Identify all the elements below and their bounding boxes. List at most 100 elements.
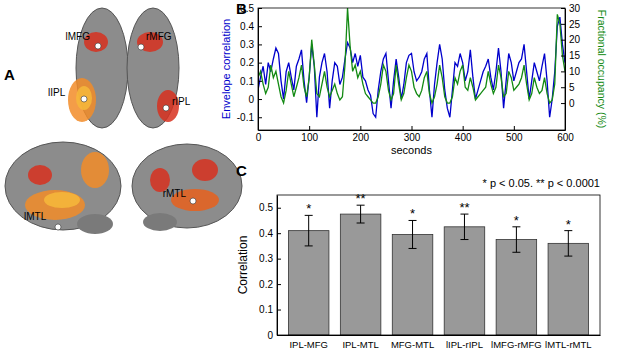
activation-blob	[81, 152, 109, 188]
significance-mark: *	[566, 217, 571, 232]
error-bar-stem	[568, 231, 569, 256]
tick: lIPL-rIPL	[446, 339, 483, 350]
tick-mark	[463, 126, 464, 130]
tick-label: 0.1	[240, 76, 254, 87]
error-bar-stem	[412, 220, 413, 248]
tick-label: 400	[455, 132, 472, 143]
tick-mark	[277, 284, 281, 285]
tick-label: 30	[569, 3, 581, 14]
activation-blob	[192, 159, 218, 181]
tick-label: 10	[569, 66, 581, 77]
tick-mark	[561, 87, 565, 88]
axis-line	[259, 130, 566, 131]
axis-line	[278, 335, 601, 336]
region-dot	[138, 44, 144, 50]
error-bar	[409, 220, 417, 248]
tick-label: 0.2	[240, 57, 254, 68]
brain-outline	[127, 8, 179, 128]
error-bar	[512, 227, 520, 252]
tick: 30	[561, 3, 581, 14]
tick-mark	[514, 126, 515, 130]
axis: 00.10.20.30.40.5	[259, 196, 281, 341]
tick-mark	[277, 259, 281, 260]
significance-mark: **	[459, 200, 469, 215]
axis: 0 5 10 15 20 25 30	[561, 3, 581, 131]
tick-label: 0.3	[240, 39, 254, 50]
tick-label: -0.1	[237, 112, 255, 123]
error-bar	[564, 231, 572, 256]
tick: 0.1	[259, 304, 281, 315]
tick-label: 25	[569, 19, 581, 30]
tick-label: 0.4	[259, 228, 273, 239]
tick-label: 200	[352, 132, 369, 143]
tick-label: 600	[557, 132, 574, 143]
region-label: lMTL	[24, 211, 47, 222]
tick-mark	[561, 103, 565, 104]
tick-mark	[561, 24, 565, 25]
tick: 0.3	[240, 39, 262, 50]
panel-label: A	[4, 66, 15, 83]
tick-label: 0.4	[240, 21, 254, 32]
axis-title: Fractional occupancy (%)	[596, 10, 608, 128]
plot-area	[288, 205, 588, 335]
bar	[288, 231, 329, 335]
axis-line	[565, 9, 566, 131]
tick: 400	[455, 126, 472, 143]
region-label: lIPL	[48, 87, 66, 98]
tick-label: IPL-MTL	[342, 339, 378, 350]
tick-label: 15	[569, 50, 581, 61]
bar	[392, 234, 433, 335]
chart-b: B0100200300400500600-0.100.10.20.30.40.5…	[220, 0, 608, 156]
panel-label: C	[236, 162, 247, 179]
plot-frame	[258, 8, 565, 130]
activation-blob	[28, 165, 52, 185]
significance-mark: *	[306, 201, 311, 216]
region-dot	[55, 224, 61, 230]
tick-label: 20	[569, 34, 581, 45]
tick: 5	[561, 82, 575, 93]
axis-title: Correlation	[236, 236, 250, 295]
tick-label: 0	[267, 330, 273, 341]
tick-mark	[258, 8, 262, 9]
error-bar-cap	[409, 248, 417, 249]
figure: AlMFGrMFGlIPLrIPLlMTLrMTLB01002003004005…	[0, 0, 617, 364]
tick: 500	[506, 126, 523, 143]
tick: IPL-MFG	[289, 339, 328, 350]
tick: 100	[301, 126, 318, 143]
axis: 0100200300400500600	[256, 126, 575, 143]
error-bar	[357, 205, 365, 223]
error-bar-cap	[460, 239, 468, 240]
bar	[496, 240, 537, 335]
tick-label: 0	[569, 98, 575, 109]
error-bar-stem	[516, 227, 517, 252]
plot-area	[258, 8, 565, 117]
bar	[444, 227, 485, 335]
activation-blob	[68, 78, 96, 122]
tick-mark	[309, 126, 310, 130]
tick-label: lMTL-rMTL	[545, 339, 591, 350]
tick: 0.3	[259, 253, 281, 264]
tick-mark	[258, 26, 262, 27]
tick: 10	[561, 66, 581, 77]
bar	[340, 214, 381, 335]
tick-mark	[258, 81, 262, 82]
region-dot	[163, 105, 169, 111]
data-line	[258, 8, 565, 103]
region-label: rMTL	[163, 188, 187, 199]
error-bar-cap	[564, 256, 572, 257]
tick: IPL-MTL	[342, 339, 378, 350]
tick: 0	[561, 98, 575, 109]
tick: 300	[404, 126, 421, 143]
tick-mark	[258, 44, 262, 45]
brain-panel: lMFGrMFGlIPLrIPLlMTLrMTL	[5, 8, 242, 234]
tick-label: IPL-MFG	[289, 339, 328, 350]
region-label: rMFG	[146, 31, 172, 42]
error-bar-cap	[512, 252, 520, 253]
tick-mark	[277, 208, 281, 209]
tick: 0.4	[240, 21, 262, 32]
error-bar-cap	[357, 223, 365, 224]
tick-mark	[561, 40, 565, 41]
tick: 0	[248, 94, 262, 105]
tick: 0.2	[259, 279, 281, 290]
tick-label: 500	[506, 132, 523, 143]
